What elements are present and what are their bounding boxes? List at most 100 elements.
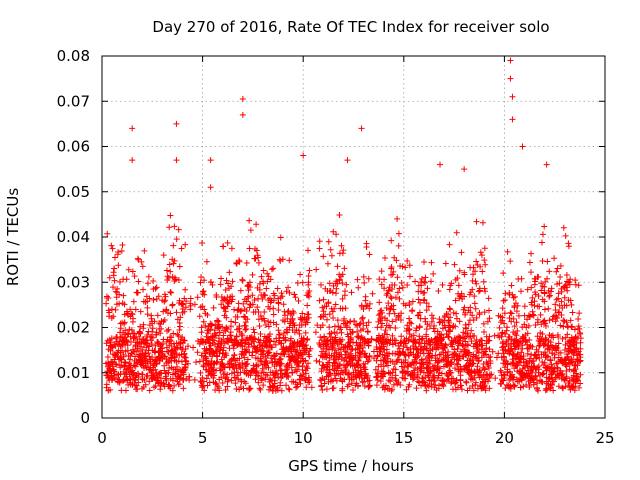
data-point (485, 337, 492, 344)
data-point (167, 212, 174, 219)
data-point (334, 263, 341, 270)
data-point (380, 335, 387, 342)
data-point (225, 376, 232, 383)
data-point (265, 273, 272, 280)
data-point (343, 349, 350, 356)
data-point (393, 257, 400, 264)
data-point (406, 273, 413, 280)
data-point (266, 349, 273, 356)
data-point (485, 364, 492, 371)
data-points (103, 57, 584, 394)
data-point (511, 323, 518, 330)
data-point (278, 367, 285, 374)
data-point (278, 290, 285, 297)
data-point (313, 357, 320, 364)
data-point (320, 308, 327, 315)
data-point (249, 301, 256, 308)
data-point (168, 334, 175, 341)
data-point (148, 341, 155, 348)
data-point (390, 268, 397, 275)
data-point (121, 301, 128, 308)
data-point (484, 318, 491, 325)
data-point (306, 353, 313, 360)
data-point (453, 229, 460, 236)
data-point (423, 307, 430, 314)
data-point (144, 280, 151, 287)
data-point (507, 258, 514, 265)
data-point (436, 369, 443, 376)
data-point (243, 361, 250, 368)
data-point (451, 261, 458, 268)
data-point (469, 312, 476, 319)
data-point (190, 344, 197, 351)
data-point (244, 316, 251, 323)
data-point (123, 276, 130, 283)
data-point (445, 333, 452, 340)
data-point (541, 290, 548, 297)
data-point (258, 273, 265, 280)
data-point (409, 376, 416, 383)
data-point (492, 375, 499, 382)
data-point (256, 385, 263, 392)
data-point (272, 341, 279, 348)
data-point (299, 366, 306, 373)
data-point (105, 295, 112, 302)
data-point (200, 318, 207, 325)
data-point (181, 308, 188, 315)
data-point (334, 280, 341, 287)
data-point (278, 387, 285, 394)
data-point (238, 307, 245, 314)
data-point (348, 289, 355, 296)
data-point (426, 342, 433, 349)
data-point (365, 319, 372, 326)
data-point (511, 382, 518, 389)
data-point (167, 289, 174, 296)
data-point (120, 351, 127, 358)
y-tick-label: 0.02 (57, 319, 90, 337)
data-point (313, 266, 320, 273)
data-point (374, 377, 381, 384)
data-point (164, 348, 171, 355)
data-point (477, 263, 484, 270)
data-point (408, 320, 415, 327)
data-point (409, 307, 416, 314)
data-point (482, 288, 489, 295)
data-point (263, 285, 270, 292)
data-point (344, 361, 351, 368)
data-point (370, 348, 377, 355)
data-point (318, 383, 325, 390)
data-point (175, 277, 182, 284)
data-point (323, 303, 330, 310)
data-point (296, 330, 303, 337)
data-point (294, 366, 301, 373)
data-point (199, 383, 206, 390)
data-point (486, 307, 493, 314)
data-point (176, 326, 183, 333)
data-point (112, 254, 119, 261)
data-point (180, 385, 187, 392)
data-point (507, 385, 514, 392)
data-point (120, 292, 127, 299)
data-point (180, 371, 187, 378)
data-point (289, 315, 296, 322)
data-point (282, 336, 289, 343)
data-point (349, 339, 356, 346)
x-tick-label: 25 (595, 429, 614, 447)
data-point (479, 268, 486, 275)
data-point (242, 380, 249, 387)
data-point (220, 344, 227, 351)
data-point (476, 368, 483, 375)
data-point (270, 297, 277, 304)
data-point (404, 368, 411, 375)
data-point (252, 255, 259, 262)
data-point (135, 278, 142, 285)
data-point (481, 245, 488, 252)
data-point (341, 265, 348, 272)
data-point (320, 253, 327, 260)
data-point (165, 369, 172, 376)
data-point (467, 289, 474, 296)
data-point (125, 266, 132, 273)
data-point (140, 321, 147, 328)
data-point (498, 380, 505, 387)
data-point (565, 243, 572, 250)
